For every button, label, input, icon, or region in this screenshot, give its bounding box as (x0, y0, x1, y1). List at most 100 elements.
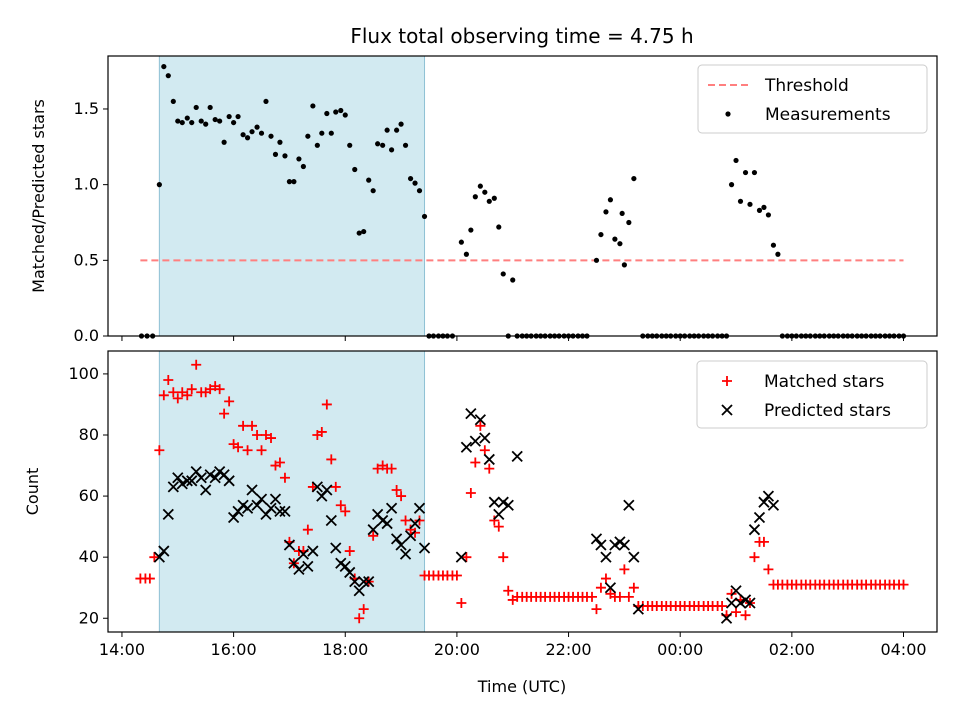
predicted-point (609, 539, 621, 551)
predicted-point (344, 566, 356, 579)
measurement-point (486, 198, 492, 204)
measurement-point (212, 116, 218, 123)
predicted-point (246, 484, 258, 496)
predicted-point (283, 539, 296, 551)
matched-point (177, 387, 188, 398)
measurement-point (277, 139, 283, 145)
measurement-point (258, 130, 265, 136)
measurement-point (286, 179, 293, 185)
measurement-point (775, 251, 781, 257)
bottom-panel: 20 40 60 80 100 14:00 16:00 18:00 20:00 22:00 00:0… (23, 350, 938, 659)
measurement-point (626, 219, 632, 226)
matched-point (595, 582, 606, 593)
measurement-point (619, 210, 625, 217)
predicted-point (363, 575, 375, 588)
observing-window (158, 350, 426, 633)
matched-point (600, 573, 611, 584)
predicted-point (195, 472, 207, 484)
measurement-point (338, 107, 344, 114)
matched-point (484, 463, 495, 474)
series-measurements (138, 63, 907, 339)
x-tick-label: 00:00 (657, 640, 703, 659)
measurement-point (463, 251, 469, 257)
predicted-point (167, 481, 179, 493)
measurement-point (366, 177, 372, 183)
measurement-point (402, 142, 409, 148)
matched-point (158, 390, 169, 401)
measurement-point (319, 130, 325, 136)
x-tick-label: 18:00 (322, 640, 368, 659)
measurement-point (254, 124, 260, 130)
predicted-point (730, 585, 742, 597)
matched-point (214, 384, 225, 395)
matched-point (256, 445, 267, 456)
measurement-point (421, 213, 428, 220)
x-tick-label: 20:00 (434, 640, 480, 659)
axes-frame (107, 350, 938, 633)
measurement-point (175, 118, 181, 124)
matched-point (740, 610, 751, 621)
predicted-point (395, 539, 407, 551)
legend-label: Measurements (765, 105, 891, 125)
measurement-point (268, 133, 274, 139)
predicted-point (297, 548, 310, 560)
measurement-point (375, 141, 381, 147)
measurement-point (203, 121, 209, 127)
predicted-point (744, 597, 756, 609)
measurement-point (472, 194, 478, 200)
predicted-point (274, 505, 286, 517)
measurement-point (263, 98, 269, 105)
measurement-point (347, 142, 353, 148)
measurement-point (384, 127, 390, 133)
matched-point (344, 546, 355, 557)
measurement-point (296, 156, 302, 162)
measurement-point (742, 169, 749, 176)
matched-point (252, 429, 263, 440)
matched-point (316, 426, 327, 437)
measurement-point (207, 104, 213, 111)
measurement-point (510, 277, 516, 283)
predicted-point (469, 435, 481, 447)
predicted-point (349, 575, 361, 588)
legend-measurement-swatch (725, 111, 731, 117)
matched-point (191, 359, 202, 370)
predicted-point (279, 505, 291, 517)
predicted-point (409, 517, 421, 530)
predicted-point (502, 499, 514, 511)
matched-point (358, 604, 369, 615)
matched-point (503, 585, 514, 596)
measurement-point (621, 262, 627, 268)
matched-point (335, 500, 346, 511)
predicted-point (302, 560, 314, 572)
matched-point (326, 454, 337, 465)
x-tick-label: 22:00 (546, 640, 592, 659)
measurement-point (235, 113, 241, 120)
x-axis-label: Time (UTC) (477, 677, 566, 696)
predicted-point (200, 484, 212, 496)
measurement-point (370, 188, 376, 194)
predicted-point (488, 496, 500, 508)
measurement-point (249, 129, 255, 135)
predicted-point (181, 475, 193, 487)
measurement-point (272, 151, 279, 157)
measurement-point (361, 228, 367, 235)
predicted-point (399, 548, 412, 560)
x-tick-label: 16:00 (211, 640, 257, 659)
predicted-point (255, 493, 268, 505)
matched-point (479, 445, 490, 456)
top-panel: 0.0 0.5 1.0 1.5 Matched/Predicted stars Thres… (29, 55, 938, 345)
matched-point (330, 481, 341, 492)
y-tick-label: 40 (79, 547, 99, 566)
matched-point (149, 552, 160, 563)
measurement-point (189, 119, 195, 126)
measurement-point (161, 63, 167, 70)
matched-point (154, 445, 165, 456)
predicted-point (455, 551, 468, 563)
matched-point (302, 524, 313, 535)
measurement-point (412, 180, 418, 186)
measurement-point (179, 119, 185, 126)
predicted-point (460, 441, 473, 453)
matched-point (591, 604, 602, 615)
measurement-point (324, 110, 330, 117)
matched-point (451, 570, 462, 581)
